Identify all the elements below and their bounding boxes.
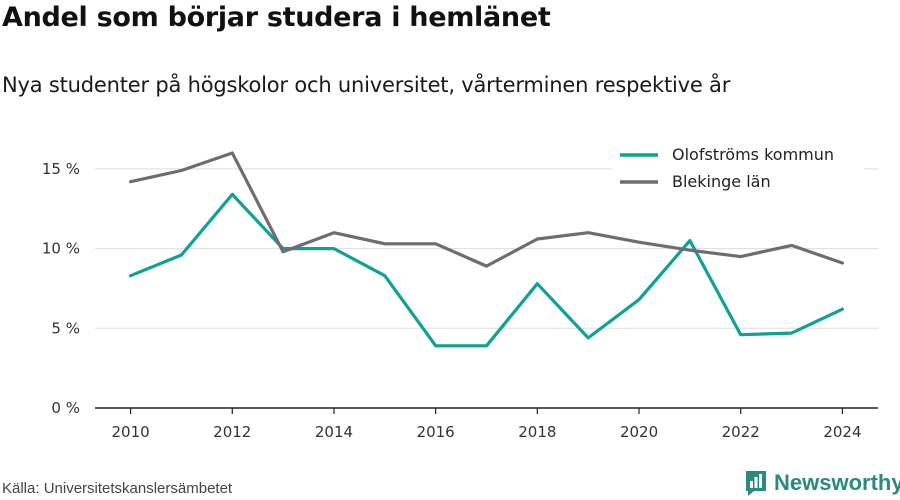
chart-title: Andel som börjar studera i hemlänet bbox=[2, 2, 551, 33]
x-tick-label: 2014 bbox=[315, 423, 353, 441]
legend-label: Olofströms kommun bbox=[672, 145, 834, 164]
y-tick-label: 5 % bbox=[51, 319, 80, 337]
brand-name: Newsworthy bbox=[774, 470, 900, 495]
source-note: Källa: Universitetskanslersämbetet bbox=[2, 480, 233, 497]
x-tick-label: 2018 bbox=[518, 423, 556, 441]
y-tick-label: 0 % bbox=[51, 399, 80, 417]
x-tick-label: 2020 bbox=[620, 423, 658, 441]
legend-label: Blekinge län bbox=[672, 172, 771, 191]
y-axis-ticks: 0 % 5 % 10 % 15 % bbox=[42, 160, 80, 417]
x-tick-label: 2024 bbox=[823, 423, 861, 441]
chart-subtitle: Nya studenter på högskolor och universit… bbox=[2, 73, 731, 97]
x-tick-label: 2022 bbox=[722, 423, 760, 441]
x-tick-label: 2012 bbox=[213, 423, 251, 441]
brand-logo: Newsworthy bbox=[744, 469, 900, 497]
y-tick-label: 10 % bbox=[42, 240, 80, 258]
legend: Olofströms kommun Blekinge län bbox=[612, 140, 864, 196]
line-chart: 0 %5 %10 %15 % 2010 2012 2014 2016 2018 2020 2… bbox=[41, 140, 878, 441]
newsworthy-logo-icon bbox=[746, 471, 766, 496]
x-tick-label: 2016 bbox=[417, 423, 455, 441]
series-line-olofstrom bbox=[129, 192, 845, 348]
x-axis: 2010 2012 2014 2016 2018 2020 2022 2024 bbox=[95, 407, 878, 441]
series-lines bbox=[129, 151, 845, 348]
x-tick-label: 2010 bbox=[111, 423, 149, 441]
legend-background bbox=[612, 140, 864, 196]
y-tick-label: 15 % bbox=[42, 160, 80, 178]
series-line-blekinge bbox=[129, 151, 845, 268]
